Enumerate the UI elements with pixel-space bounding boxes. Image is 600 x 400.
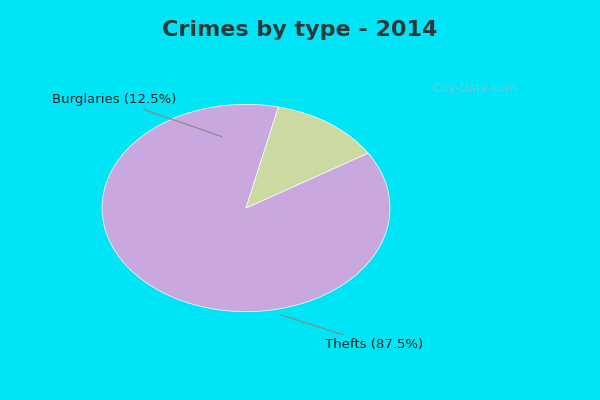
Text: Thefts (87.5%): Thefts (87.5%): [280, 315, 424, 351]
Text: Burglaries (12.5%): Burglaries (12.5%): [52, 93, 222, 136]
Text: Crimes by type - 2014: Crimes by type - 2014: [163, 20, 437, 40]
Text: City-Data.com: City-Data.com: [432, 82, 517, 95]
Wedge shape: [246, 107, 368, 208]
Wedge shape: [102, 104, 390, 312]
